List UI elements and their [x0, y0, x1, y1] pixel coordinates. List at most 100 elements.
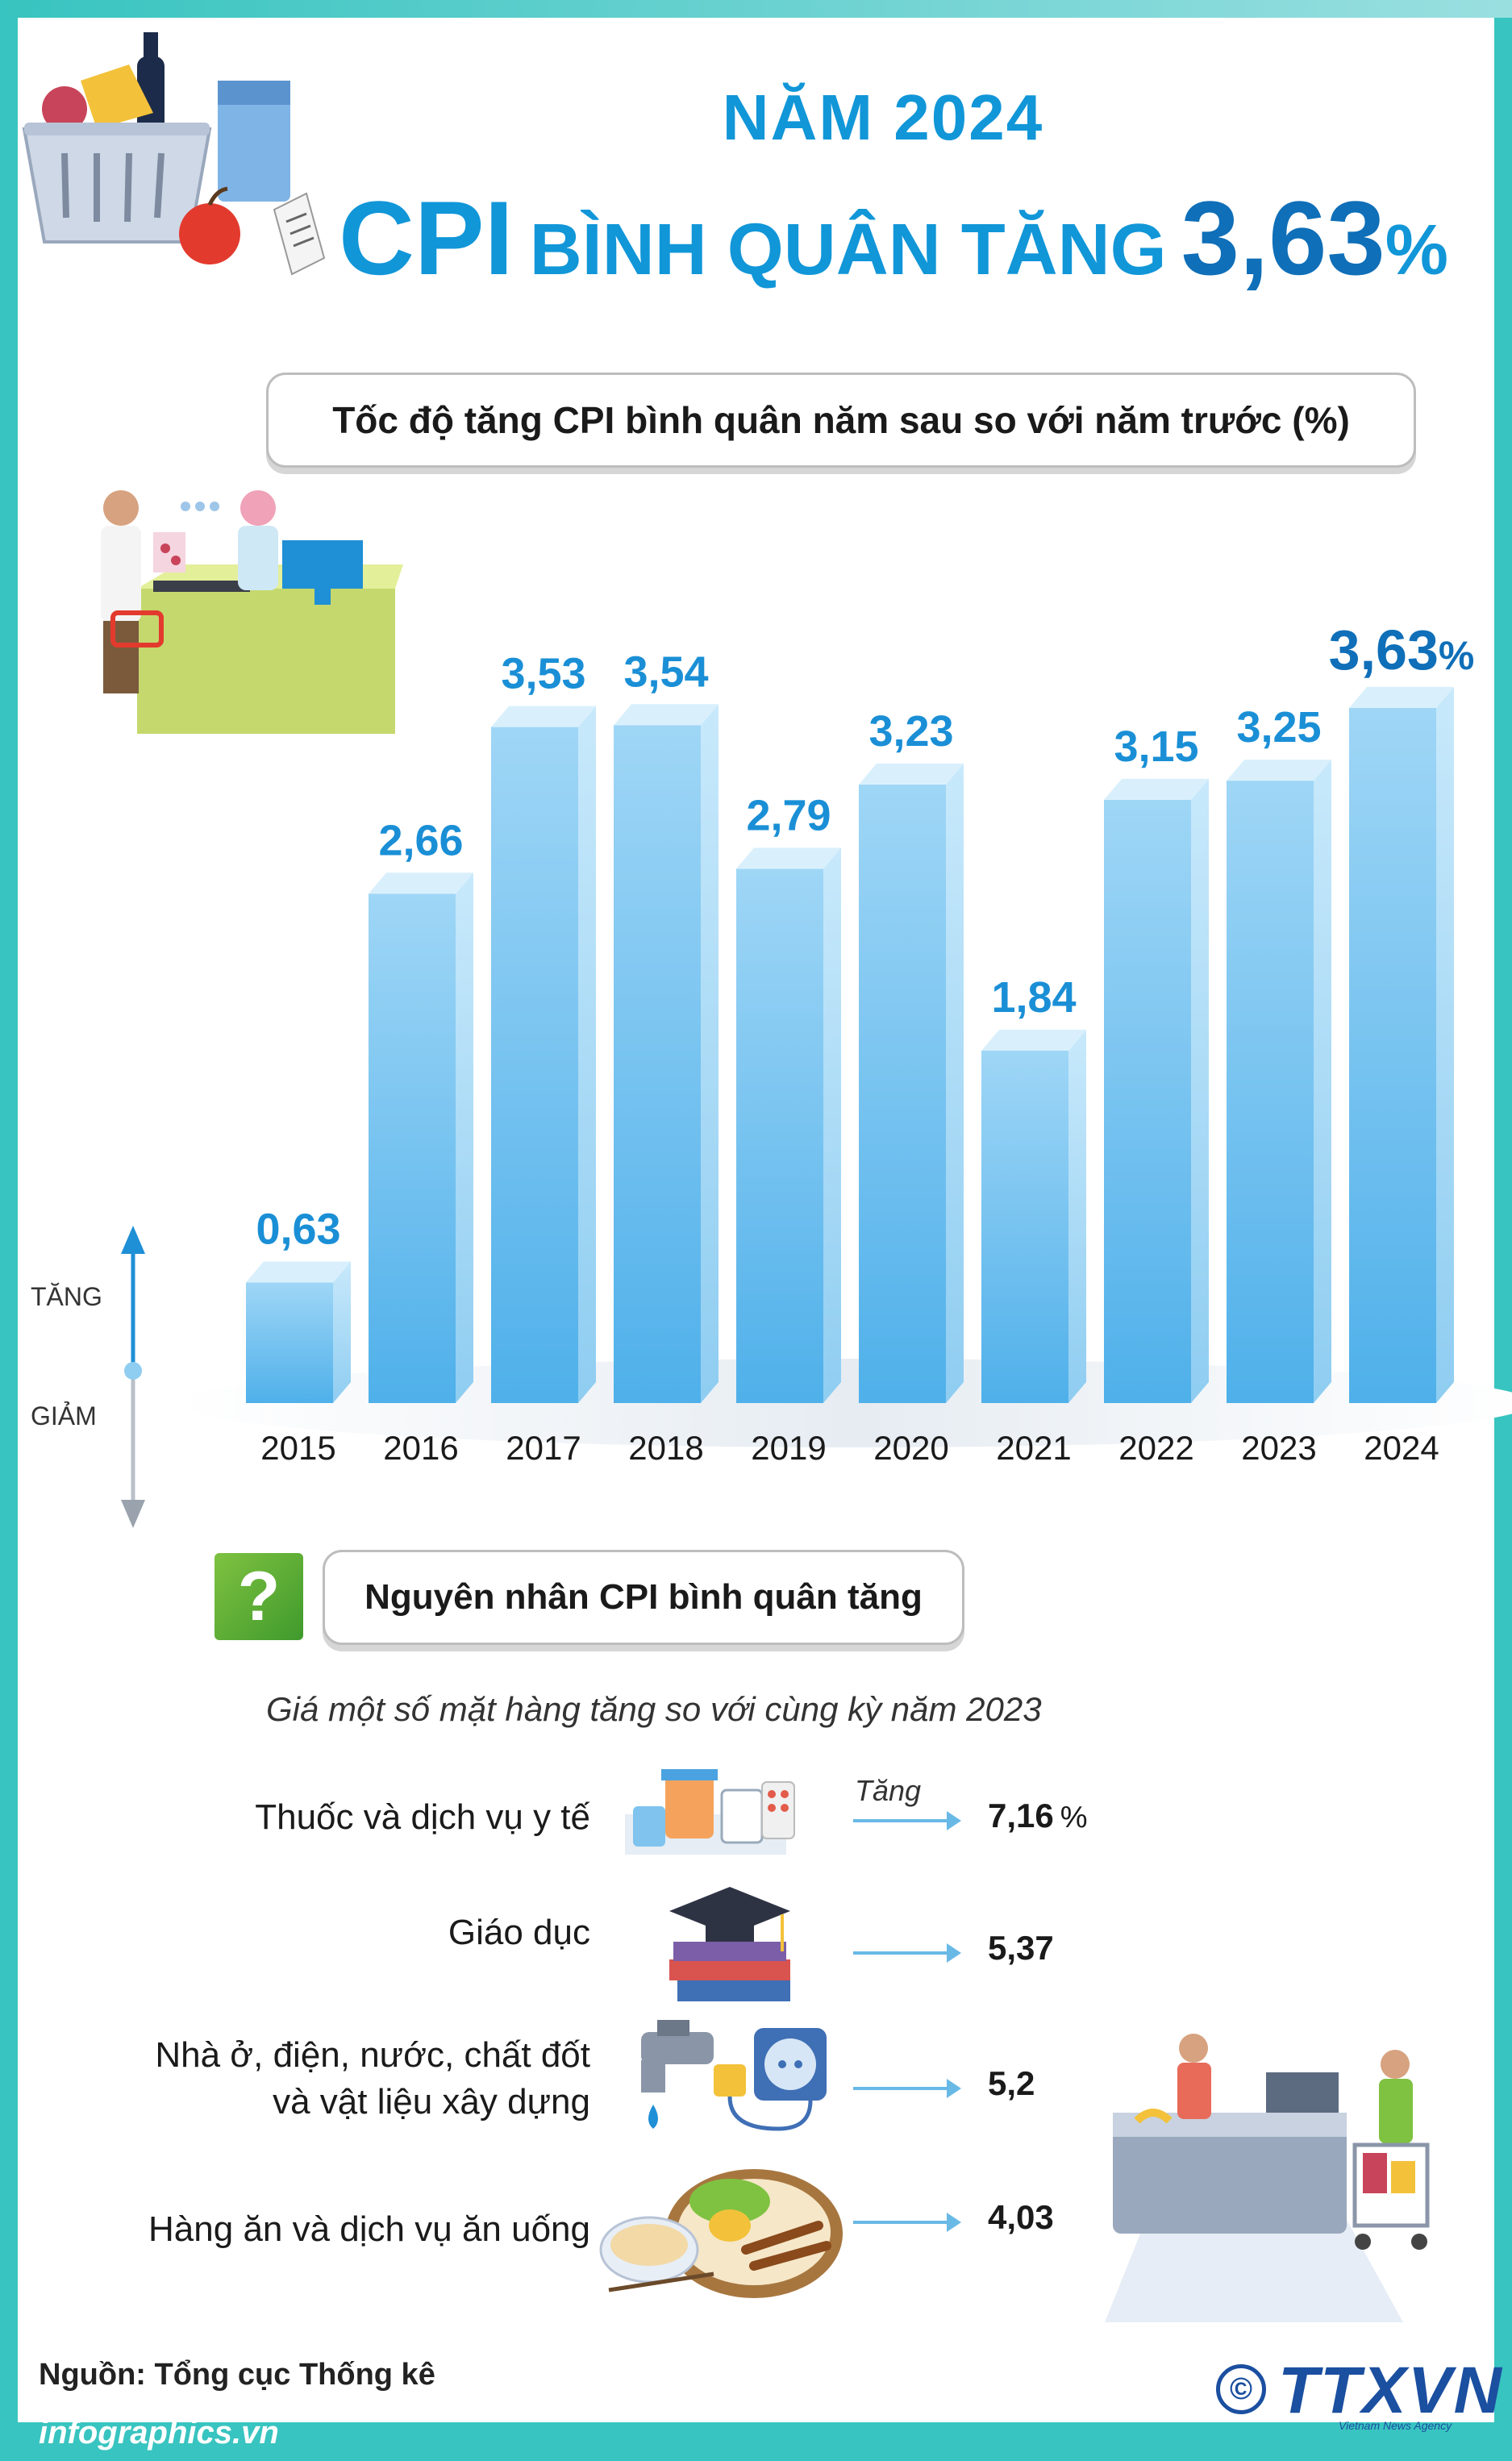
- reason-item-value: 5,37: [988, 1929, 1054, 1967]
- value-label-2020: 3,23: [868, 707, 953, 756]
- reason-item-label: Hàng ăn và dịch vụ ăn uống: [148, 2209, 590, 2249]
- bar-2024: [1349, 686, 1454, 1403]
- bar-front: [369, 893, 456, 1403]
- value-label-2021: 1,84: [991, 973, 1076, 1022]
- bar-top: [1227, 760, 1331, 781]
- reason-item-value: 4,03: [988, 2198, 1054, 2236]
- top-accent-line: [0, 0, 1512, 18]
- increase-arrow: [853, 2213, 961, 2232]
- reasons-subtitle: Giá một số mặt hàng tăng so với cùng kỳ …: [266, 1690, 1042, 1728]
- reason-item-label: Thuốc và dịch vụ y tế: [255, 1797, 590, 1837]
- arrow-down-icon: [121, 1500, 145, 1528]
- category-label-2016: 2016: [383, 1429, 458, 1467]
- ttxvn-logo: TTXVN: [1278, 2354, 1503, 2427]
- increase-arrow: [853, 2079, 961, 2098]
- shop-counter-icon: [101, 490, 403, 734]
- bar-2022: [1104, 778, 1209, 1403]
- category-label-2015: 2015: [260, 1429, 335, 1467]
- bar-top: [246, 1261, 351, 1283]
- value-label-2023: 3,25: [1236, 703, 1321, 752]
- category-label-2021: 2021: [996, 1429, 1071, 1467]
- question-badge: ?: [215, 1553, 303, 1640]
- supermarket-checkout-icon: [1105, 2034, 1430, 2322]
- reason-item-label: Giáo dục: [448, 1913, 590, 1952]
- bar-side: [456, 872, 473, 1403]
- bar-side: [1436, 686, 1454, 1403]
- bar-2019: [736, 847, 841, 1403]
- reason-item-value: 7,16%: [988, 1797, 1088, 1834]
- headline-text: BÌNH QUÂN TĂNG: [529, 210, 1167, 290]
- ttxvn-logo-subtitle: Vietnam News Agency: [1339, 2419, 1452, 2432]
- axis-down-label: GIẢM: [31, 1401, 97, 1430]
- category-label-2017: 2017: [506, 1429, 581, 1467]
- value-label-2016: 2,66: [378, 816, 463, 864]
- food-plate-icon: [599, 2169, 843, 2298]
- bar-front: [1349, 707, 1436, 1403]
- value-label-2018: 3,54: [623, 648, 708, 696]
- bar-front: [491, 727, 578, 1403]
- increase-arrow: [853, 1943, 961, 1963]
- bar-2016: [369, 872, 473, 1403]
- axis-origin-dot: [124, 1362, 142, 1380]
- category-label-2022: 2022: [1118, 1429, 1193, 1467]
- axis-up-label: TĂNG: [31, 1282, 102, 1311]
- bar-side: [823, 847, 841, 1403]
- site-link[interactable]: infographics.vn: [39, 2415, 279, 2451]
- bar-2017: [491, 706, 596, 1403]
- year-title: NĂM 2024: [722, 81, 1044, 153]
- headline: CPI BÌNH QUÂN TĂNG 3,63%: [339, 177, 1452, 298]
- bar-front: [736, 868, 823, 1403]
- reason-item-label: Nhà ở, điện, nước, chất đốt và vật liệu x…: [155, 2035, 590, 2122]
- value-label-unit: %: [1439, 633, 1474, 678]
- bar-front: [1227, 781, 1314, 1403]
- bar-front: [981, 1051, 1068, 1403]
- category-label-2018: 2018: [628, 1429, 703, 1467]
- category-label-2023: 2023: [1241, 1429, 1316, 1467]
- bar-front: [614, 725, 701, 1403]
- bar-top: [491, 706, 596, 727]
- value-label-2022: 3,15: [1114, 722, 1198, 771]
- category-label-2020: 2020: [873, 1429, 948, 1467]
- headline-value: 3,63: [1181, 179, 1385, 297]
- bar-side: [1068, 1030, 1086, 1403]
- bar-2021: [981, 1030, 1086, 1403]
- bar-2020: [859, 763, 964, 1403]
- bar-2018: [614, 704, 719, 1403]
- value-label-2019: 2,79: [746, 791, 831, 839]
- value-label-2024: 3,63%: [1329, 618, 1475, 681]
- reason-item-value: 5,2: [988, 2064, 1035, 2102]
- bar-top: [859, 763, 964, 785]
- category-label-2024: 2024: [1364, 1429, 1439, 1467]
- bar-top: [369, 872, 473, 894]
- category-label-2019: 2019: [751, 1429, 826, 1467]
- bar-side: [578, 706, 596, 1403]
- bar-top: [1104, 778, 1209, 800]
- bar-top: [1349, 686, 1454, 708]
- bar-side: [1191, 778, 1209, 1403]
- reasons-title: Nguyên nhân CPI bình quân tăng: [323, 1550, 964, 1645]
- chart-title: Tốc độ tăng CPI bình quân năm sau so với…: [266, 373, 1416, 468]
- bar-side: [701, 704, 719, 1403]
- bar-2015: [246, 1261, 351, 1403]
- faucet-plug-icon: [641, 2020, 827, 2131]
- headline-percent: %: [1385, 210, 1448, 289]
- medicine-icon: [625, 1769, 795, 1855]
- bar-top: [736, 847, 841, 869]
- bar-front: [1104, 799, 1191, 1403]
- value-label-2015: 0,63: [256, 1205, 340, 1253]
- bar-front: [246, 1282, 333, 1403]
- copyright-icon: ©: [1216, 2364, 1266, 2414]
- graduation-cap-books-icon: [669, 1887, 790, 2001]
- bar-side: [1314, 760, 1331, 1403]
- bar-side: [946, 763, 964, 1403]
- shopping-basket-icon: [22, 32, 326, 276]
- cpi-bar-chart: 0,63 2,66 3,53 3,54 2,79 3,23 1,84 3,15 3,253,63…: [121, 618, 1512, 1528]
- arrow-up-icon: [121, 1226, 145, 1254]
- value-label-2017: 3,53: [501, 650, 585, 698]
- bar-top: [981, 1030, 1086, 1051]
- increase-arrow: [853, 1811, 961, 1830]
- bar-side: [333, 1261, 351, 1403]
- bar-top: [614, 704, 719, 726]
- headline-cpi: CPI: [339, 179, 514, 297]
- source-note: Nguồn: Tổng cục Thống kê: [39, 2358, 435, 2392]
